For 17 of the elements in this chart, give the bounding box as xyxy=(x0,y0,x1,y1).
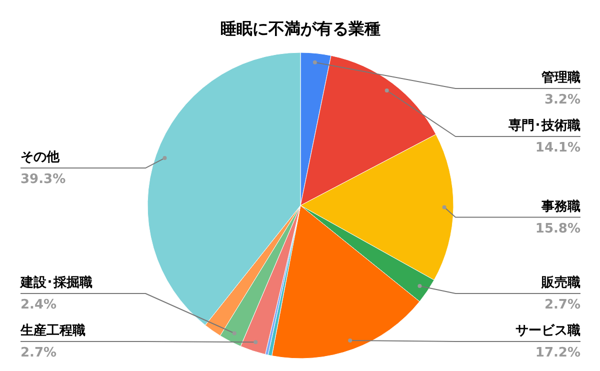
data-label: 17.2% xyxy=(535,346,581,360)
data-label: 39.3% xyxy=(20,172,66,188)
data-label: 14.1% xyxy=(535,140,581,156)
data-label: 2.7% xyxy=(20,346,57,360)
slice-label: サービス職 xyxy=(516,322,580,338)
data-label: 15.8% xyxy=(535,221,581,236)
data-label: 2.7% xyxy=(544,298,581,312)
slice-label: 建設･採掘職 xyxy=(20,274,92,290)
slice-label: 管理職 xyxy=(540,70,580,86)
slice-label: 販売職 xyxy=(540,274,580,290)
slice-label: 生産工程職 xyxy=(20,322,86,338)
slice-label: 事務職 xyxy=(540,198,580,214)
chart-title: 睡眠に不満が有る業種 xyxy=(220,19,380,38)
data-label: 2.4% xyxy=(20,298,57,312)
slice-label: 専門･技術職 xyxy=(508,118,580,134)
slice-label: その他 xyxy=(20,150,60,166)
data-label: 3.2% xyxy=(544,92,581,108)
